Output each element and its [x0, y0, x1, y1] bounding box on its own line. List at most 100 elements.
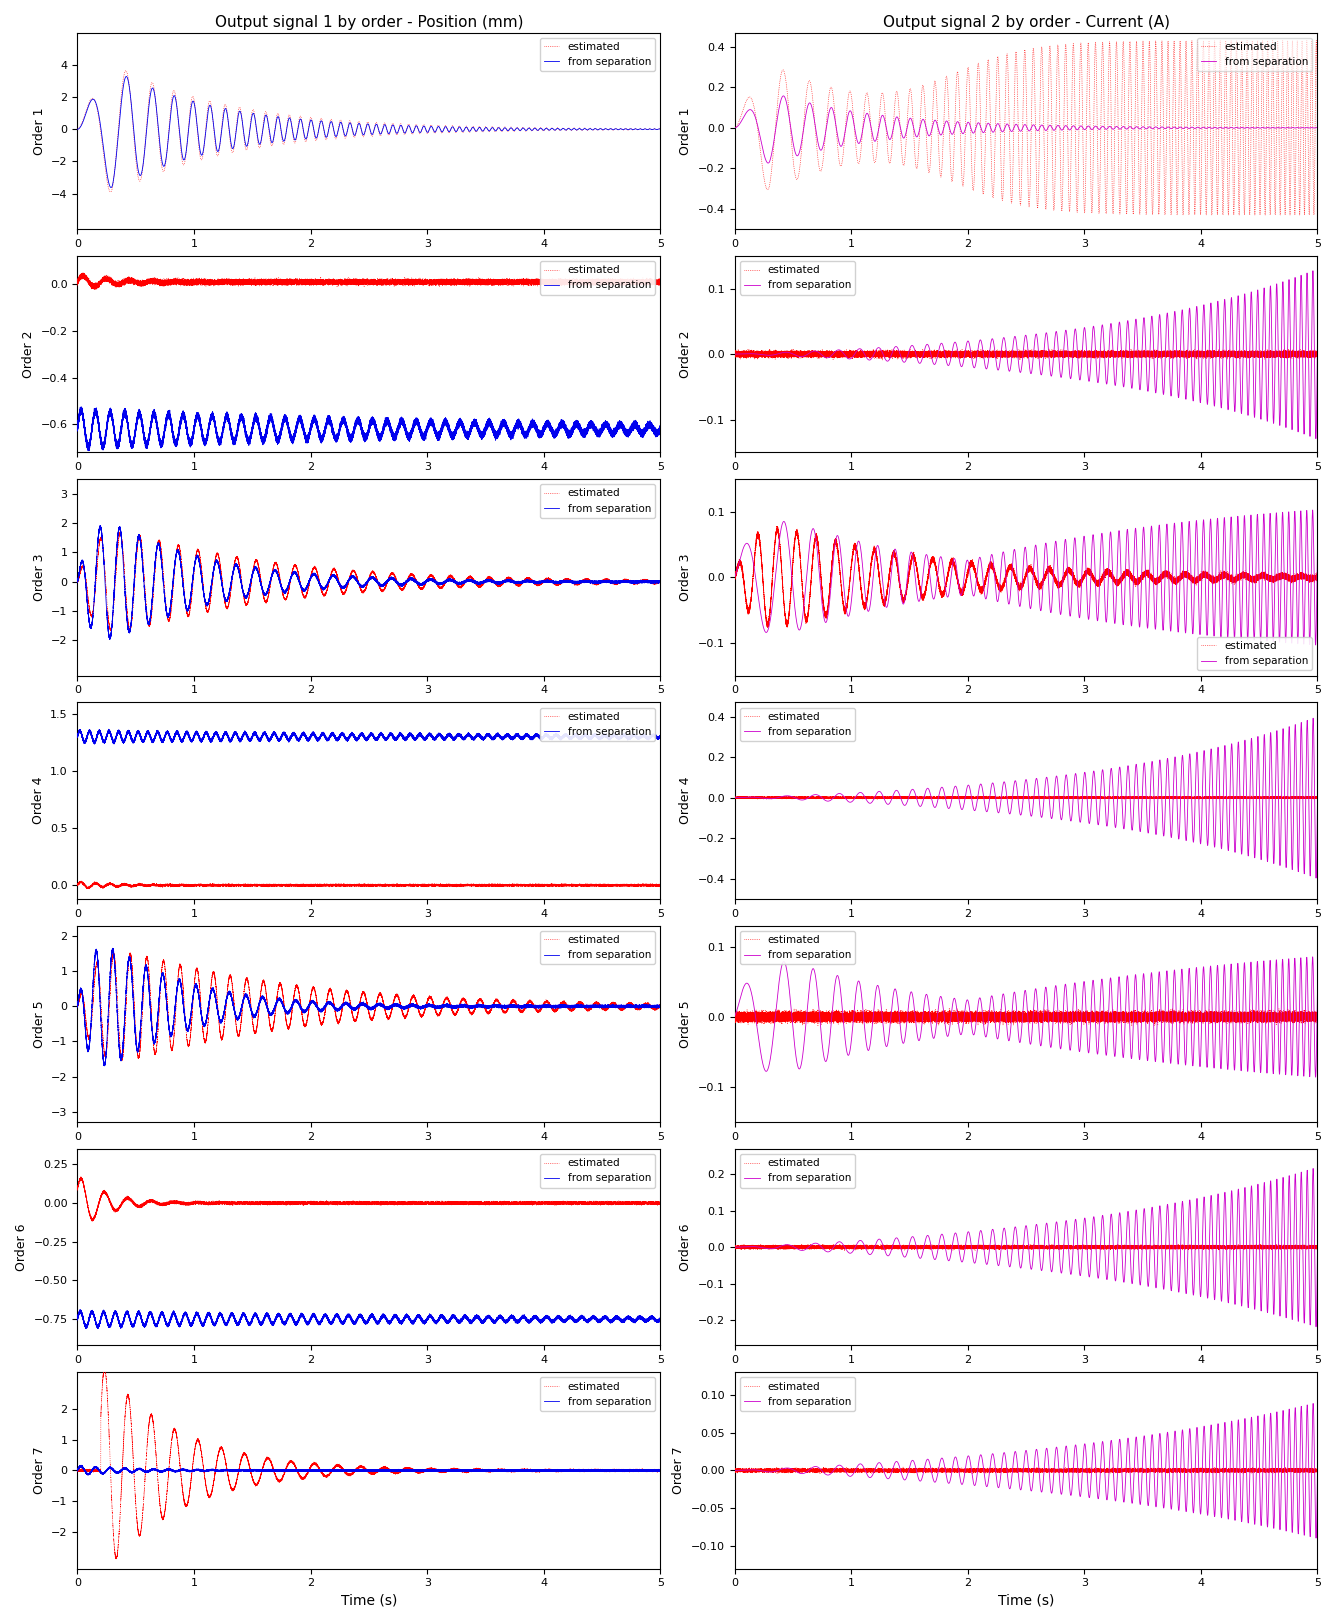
estimated	[935, 789, 951, 808]
Legend: estimated, from separation: estimated, from separation	[540, 484, 655, 518]
Line: from separation: from separation	[735, 271, 1317, 438]
estimated	[1255, 563, 1271, 583]
estimated	[1281, 346, 1297, 365]
estimated	[798, 341, 814, 360]
from separation	[92, 516, 108, 536]
Line: estimated: estimated	[735, 795, 1317, 799]
estimated	[1255, 32, 1271, 52]
estimated	[122, 943, 138, 962]
from separation	[740, 1461, 756, 1480]
estimated	[727, 1238, 743, 1258]
from separation	[83, 1016, 99, 1035]
estimated	[798, 89, 814, 109]
from separation	[727, 787, 743, 807]
from separation	[441, 417, 457, 437]
from separation	[624, 419, 640, 438]
estimated	[73, 872, 90, 891]
from separation	[798, 789, 814, 808]
from separation	[377, 997, 393, 1016]
from separation	[1281, 511, 1297, 531]
estimated	[1308, 31, 1324, 50]
from separation	[1255, 539, 1271, 558]
Line: estimated: estimated	[77, 953, 660, 1060]
estimated	[1098, 787, 1114, 807]
Legend: estimated, from separation: estimated, from separation	[1197, 636, 1312, 670]
from separation	[1255, 118, 1271, 138]
Y-axis label: Order 5: Order 5	[32, 1000, 45, 1048]
from separation	[96, 1057, 112, 1076]
from separation	[1255, 789, 1271, 808]
from separation	[1309, 1461, 1325, 1480]
estimated	[441, 1193, 457, 1212]
from separation	[652, 727, 668, 747]
estimated	[740, 88, 756, 107]
estimated	[140, 91, 156, 110]
estimated	[727, 342, 743, 362]
from separation	[1098, 120, 1114, 140]
from separation	[441, 1311, 457, 1331]
estimated	[377, 273, 393, 292]
estimated	[770, 516, 786, 536]
Line: from separation: from separation	[735, 1404, 1317, 1539]
estimated	[740, 1461, 756, 1480]
estimated	[652, 1459, 668, 1479]
estimated	[441, 876, 457, 896]
from separation	[377, 1305, 393, 1324]
Y-axis label: Order 3: Order 3	[679, 553, 692, 601]
from separation	[1305, 1159, 1321, 1178]
Y-axis label: Order 7: Order 7	[672, 1446, 685, 1495]
estimated	[140, 1415, 156, 1435]
estimated	[836, 1240, 852, 1259]
estimated	[83, 605, 99, 625]
from separation	[798, 346, 814, 365]
estimated	[1255, 1237, 1271, 1256]
from separation	[597, 1307, 613, 1326]
estimated	[73, 1167, 90, 1186]
from separation	[140, 975, 156, 995]
from separation	[1281, 717, 1297, 737]
estimated	[377, 114, 393, 133]
estimated	[624, 1191, 640, 1211]
estimated	[1255, 1008, 1271, 1027]
estimated	[441, 992, 457, 1011]
estimated	[1305, 204, 1321, 224]
from separation	[140, 613, 156, 633]
from separation	[69, 573, 86, 592]
from separation	[140, 1305, 156, 1324]
from separation	[1305, 261, 1321, 281]
estimated	[727, 1008, 743, 1027]
Legend: estimated, from separation: estimated, from separation	[540, 932, 655, 964]
estimated	[1034, 1461, 1050, 1480]
from separation	[597, 995, 613, 1014]
from separation	[740, 534, 756, 553]
from separation	[73, 398, 90, 417]
estimated	[83, 89, 99, 109]
estimated	[798, 787, 814, 807]
estimated	[652, 573, 668, 592]
from separation	[727, 118, 743, 138]
estimated	[1281, 1461, 1297, 1480]
Line: estimated: estimated	[735, 1008, 1317, 1026]
from separation	[83, 91, 99, 110]
from separation	[1305, 1394, 1321, 1414]
from separation	[1309, 979, 1325, 998]
Legend: estimated, from separation: estimated, from separation	[740, 708, 855, 742]
from separation	[652, 1311, 668, 1331]
from separation	[1308, 1316, 1324, 1336]
from separation	[1034, 1482, 1050, 1501]
estimated	[69, 120, 86, 140]
estimated	[377, 1195, 393, 1214]
estimated	[652, 875, 668, 894]
Line: estimated: estimated	[77, 71, 660, 192]
from separation	[740, 787, 756, 807]
estimated	[1281, 568, 1297, 588]
from separation	[140, 428, 156, 448]
from separation	[624, 1461, 640, 1480]
estimated	[1098, 1461, 1114, 1480]
estimated	[140, 273, 156, 292]
from separation	[69, 120, 86, 140]
estimated	[1034, 347, 1050, 367]
Y-axis label: Order 4: Order 4	[679, 777, 692, 824]
estimated	[895, 1457, 911, 1477]
estimated	[1098, 566, 1114, 586]
